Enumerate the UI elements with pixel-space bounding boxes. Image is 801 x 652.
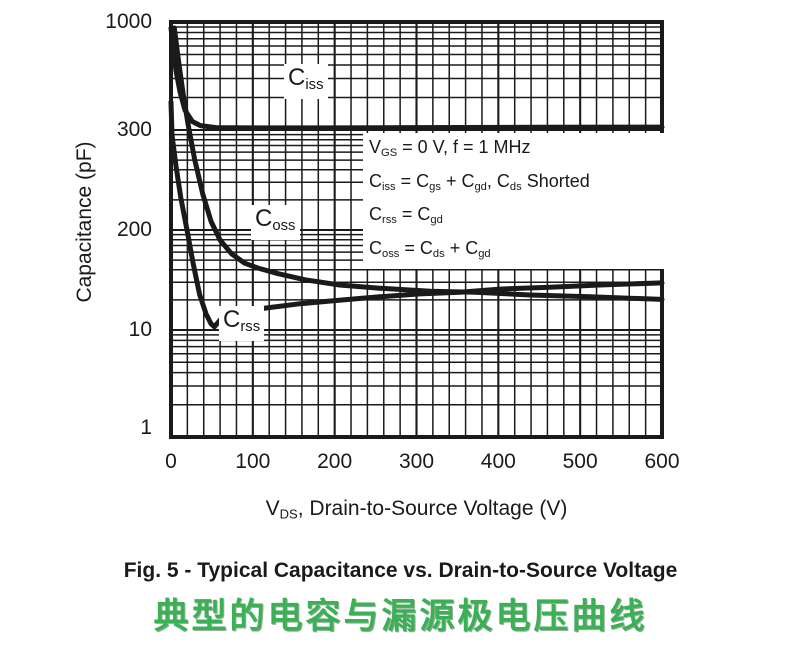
subscript-text: rss (382, 214, 397, 227)
x-tick-label-300: 300 (398, 450, 435, 473)
x-tick-label-0: 0 (165, 450, 177, 473)
y-tick-label-1: 1 (140, 416, 152, 439)
annotation-line-1: VGS = 0 V, f = 1 MHz (369, 134, 664, 168)
text-segment: = 0 V, f = 1 MHz (397, 137, 531, 157)
x-tick-label-600: 600 (644, 450, 680, 473)
annotation-line-4: Coss = Cds + Cgd (369, 235, 664, 269)
text-segment: , Drain-to-Source Voltage (V) (297, 497, 568, 520)
text-segment: C (255, 205, 273, 232)
subscript-text: gs (429, 180, 441, 193)
conditions-annotation-box: VGS = 0 V, f = 1 MHz Ciss = Cgs + Cgd, Cd… (363, 133, 664, 270)
subscript-text: ds (432, 247, 445, 260)
text-segment: = C (396, 204, 431, 225)
subscript-text: oss (272, 218, 296, 235)
subscript-text: DS (279, 506, 298, 522)
curve-label-crss: Crss (219, 306, 265, 342)
annotation-line-2: Ciss = Cgs + Cgd, Cds Shorted (369, 168, 664, 202)
subscript-text: GS (381, 147, 398, 160)
x-tick-label-100: 100 (235, 450, 271, 473)
text-segment: Shorted (521, 170, 590, 191)
text-segment: V (369, 137, 382, 157)
text-segment: C (369, 204, 382, 225)
text-segment: C (223, 306, 241, 333)
x-axis-title: VDS, Drain-to-Source Voltage (V) (151, 497, 682, 522)
subscript-text: iss (382, 180, 396, 193)
text-segment: , C (486, 170, 510, 191)
capacitance-chart-canvas (168, 20, 665, 439)
text-segment: + C (440, 170, 475, 191)
text-segment: = C (395, 170, 430, 191)
subscript-text: gd (430, 214, 443, 227)
y-tick-label-200: 200 (116, 218, 152, 241)
subscript-text: gd (474, 180, 487, 193)
x-tick-label-200: 200 (317, 450, 353, 473)
text-segment: = C (399, 237, 433, 258)
subscript-text: iss (305, 77, 324, 94)
subscript-text: ds (509, 180, 522, 193)
y-tick-label-10: 10 (128, 318, 152, 341)
text-segment: C (369, 237, 382, 258)
curve-ciss (168, 25, 665, 131)
y-tick-label-300: 300 (116, 118, 152, 141)
figure-caption-english: Fig. 5 - Typical Capacitance vs. Drain-t… (123, 559, 678, 582)
subscript-text: gd (478, 247, 491, 260)
y-tick-label-1000: 1000 (105, 10, 152, 33)
text-segment: C (288, 64, 306, 91)
figure-caption-chinese: 典型的电容与漏源极电压曲线 (153, 597, 648, 636)
curve-label-coss: Coss (251, 205, 300, 241)
text-segment: V (265, 497, 280, 520)
curve-label-ciss: Ciss (284, 64, 328, 100)
x-tick-label-400: 400 (480, 450, 516, 473)
subscript-text: oss (382, 247, 400, 260)
subscript-text: rss (240, 319, 261, 336)
x-tick-label-500: 500 (562, 450, 598, 473)
text-segment: C (369, 170, 382, 191)
annotation-line-3: Crss = Cgd (369, 201, 664, 235)
text-segment: + C (444, 237, 479, 258)
